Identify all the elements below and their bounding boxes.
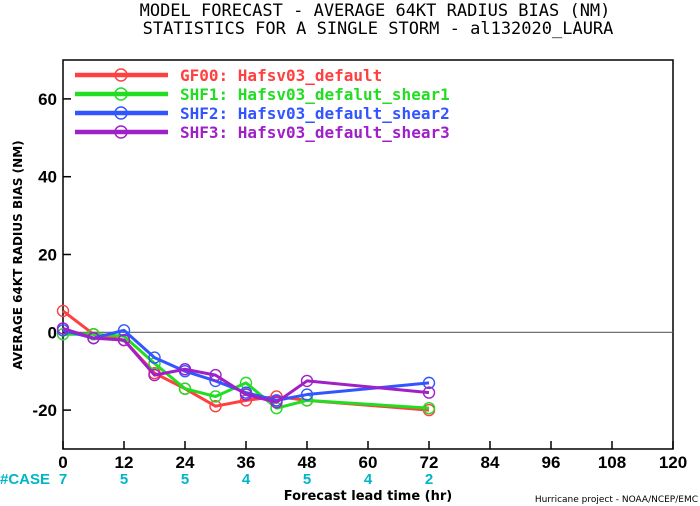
legend-item-3: SHF3: Hafsv03_default_shear3 bbox=[75, 123, 450, 142]
y-tick-label: 0 bbox=[48, 323, 57, 342]
series-3 bbox=[56, 322, 436, 409]
legend-label: SHF3: Hafsv03_default_shear3 bbox=[180, 123, 450, 142]
data-point bbox=[239, 388, 253, 401]
data-point bbox=[117, 333, 131, 347]
data-point bbox=[422, 401, 436, 415]
series-line bbox=[62, 328, 430, 402]
case-count: 4 bbox=[364, 471, 373, 488]
x-tick-label: 72 bbox=[420, 453, 439, 472]
legend-label: SHF2: Hafsv03_default_shear2 bbox=[180, 104, 450, 123]
data-point bbox=[56, 304, 70, 318]
legend-marker bbox=[114, 106, 128, 120]
credit-text: Hurricane project - NOAA/NCEP/EMC bbox=[535, 495, 698, 505]
case-count: 5 bbox=[303, 471, 311, 488]
series-line bbox=[62, 326, 430, 404]
data-point bbox=[178, 363, 192, 376]
axes: 0 12 24 36 48 60 72 84 96 108 120 -20 0 20 40 60 7 5 5 4 5 4 2 bbox=[32, 59, 687, 488]
case-count: 2 bbox=[425, 471, 433, 488]
data-series bbox=[56, 304, 436, 417]
x-tick-label: 84 bbox=[481, 453, 500, 472]
x-tick-label: 12 bbox=[115, 453, 134, 472]
data-point bbox=[300, 374, 314, 388]
data-point bbox=[148, 351, 161, 364]
data-point bbox=[87, 328, 100, 341]
case-count: 7 bbox=[59, 471, 67, 488]
legend-item-1: SHF1: Hafsv03_defalut_shear1 bbox=[75, 85, 450, 104]
data-point bbox=[178, 382, 192, 395]
legend-item-0: GF00: Hafsv03_default bbox=[75, 66, 382, 85]
case-count: 5 bbox=[181, 471, 189, 488]
data-point bbox=[422, 376, 436, 390]
data-point bbox=[209, 368, 222, 382]
data-point bbox=[300, 388, 314, 401]
legend-marker bbox=[114, 125, 128, 139]
y-tick-label: -20 bbox=[32, 401, 57, 420]
y-tick-label: 20 bbox=[38, 246, 57, 265]
y-tick-label: 60 bbox=[38, 90, 57, 109]
legend-marker bbox=[114, 68, 128, 82]
case-count: 5 bbox=[120, 471, 128, 488]
x-tick-label: 0 bbox=[58, 453, 67, 472]
data-point bbox=[56, 322, 70, 335]
legend-item-2: SHF2: Hafsv03_default_shear2 bbox=[75, 104, 450, 123]
legend-marker bbox=[114, 87, 128, 101]
x-tick-label: 96 bbox=[542, 453, 561, 472]
x-tick-label: 48 bbox=[298, 453, 317, 472]
legend-label: GF00: Hafsv03_default bbox=[180, 66, 382, 85]
x-tick-label: 60 bbox=[359, 453, 378, 472]
chart-title-line2: STATISTICS FOR A SINGLE STORM - al132020… bbox=[143, 19, 614, 39]
data-point bbox=[148, 368, 161, 382]
y-axis-label: AVERAGE 64KT RADIUS BIAS (NM) bbox=[11, 140, 25, 369]
chart-title-line1: MODEL FORECAST - AVERAGE 64KT RADIUS BIA… bbox=[140, 1, 611, 21]
data-point bbox=[87, 331, 100, 345]
case-count: 4 bbox=[242, 471, 251, 488]
x-tick-label: 24 bbox=[176, 453, 195, 472]
data-point bbox=[209, 400, 222, 413]
series-0 bbox=[56, 304, 436, 417]
legend-label: SHF1: Hafsv03_defalut_shear1 bbox=[180, 85, 450, 104]
data-point bbox=[270, 396, 283, 409]
x-tick-label: 36 bbox=[237, 453, 256, 472]
y-tick-label: 40 bbox=[38, 168, 57, 187]
data-point bbox=[422, 386, 436, 399]
x-tick-label: 120 bbox=[659, 453, 687, 472]
series-line bbox=[63, 332, 430, 410]
case-label: #CASE bbox=[0, 471, 50, 488]
x-axis-label: Forecast lead time (hr) bbox=[284, 489, 452, 504]
data-point bbox=[117, 324, 131, 337]
data-point bbox=[209, 390, 222, 403]
x-tick-label: 108 bbox=[598, 453, 626, 472]
